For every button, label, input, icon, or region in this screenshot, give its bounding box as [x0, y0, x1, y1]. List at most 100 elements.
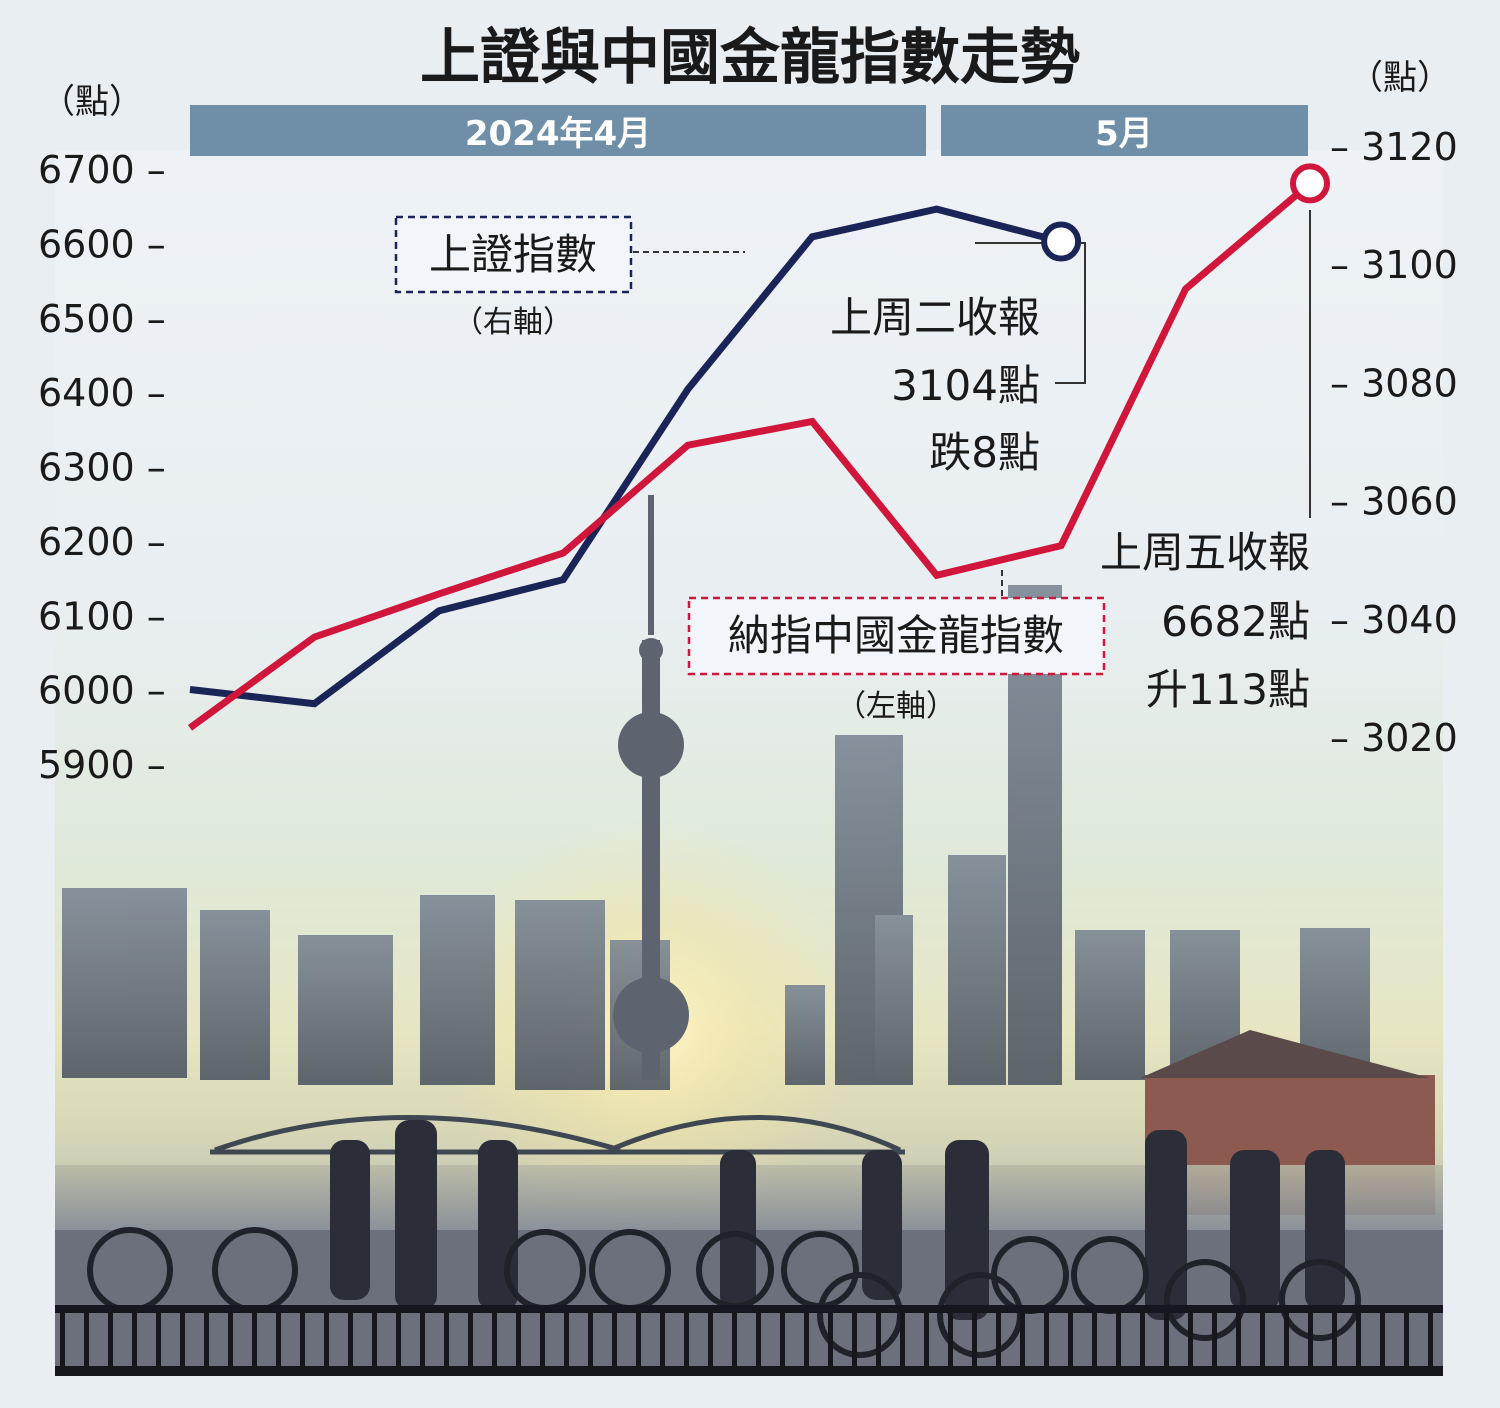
fence-post [900, 1313, 905, 1368]
right-tick-label: – 3120 [1330, 125, 1458, 169]
fence-post [1332, 1313, 1337, 1368]
legend-shanghai-axis: （右軸） [453, 305, 573, 340]
background-photo [55, 150, 1443, 1376]
period-label-april: 2024年4月 [465, 114, 651, 154]
fence-post [1044, 1313, 1049, 1368]
fence-post [732, 1313, 737, 1368]
annotation-dragon-line-2: 6682點 [1161, 597, 1310, 646]
fence-post [1236, 1313, 1241, 1368]
fence-post [468, 1313, 473, 1368]
left-axis-unit: （點） [41, 82, 143, 122]
left-tick-label: 6000 – [38, 669, 166, 713]
fence-post [492, 1313, 497, 1368]
annotation-dragon: 上周五收報 6682點 升113點 [1100, 528, 1310, 714]
bridge [210, 1115, 905, 1155]
left-tick-label: 6100 – [38, 594, 166, 638]
fence-post [1140, 1313, 1145, 1368]
annotation-shanghai-line-1: 上周二收報 [830, 293, 1040, 342]
right-tick-label: – 3060 [1330, 480, 1458, 524]
fence-post [972, 1313, 977, 1368]
series-end-marker-shanghai [1041, 221, 1082, 262]
series-line-dragon [187, 180, 1313, 731]
annotation-shanghai: 上周二收報 3104點 跌8點 [830, 293, 1040, 477]
fence-post [132, 1313, 137, 1368]
fence-post [300, 1313, 305, 1368]
left-tick-label: 6600 – [38, 222, 166, 266]
annotation-dragon-line-1: 上周五收報 [1100, 528, 1310, 577]
fence-post [228, 1313, 233, 1368]
fence-post [948, 1313, 953, 1368]
right-axis-ticks: – 3020 – 3040 – 3060 – 3080 – 3100 – 3120 [1330, 125, 1458, 760]
series-layer [187, 163, 1330, 731]
fence-post [156, 1313, 161, 1368]
fence-post [540, 1313, 545, 1368]
fence-post [684, 1313, 689, 1368]
fence-post [852, 1313, 857, 1368]
legend-shanghai-label: 上證指數 [429, 230, 597, 279]
fence-post [756, 1313, 761, 1368]
fence-post [348, 1313, 353, 1368]
fence-post [924, 1313, 929, 1368]
fence-post [180, 1313, 185, 1368]
legend-shanghai: 上證指數 （右軸） [394, 215, 633, 340]
left-tick-label: 6700 – [38, 148, 166, 192]
fence-post [204, 1313, 209, 1368]
chart-title: 上證與中國金龍指數走勢 [420, 23, 1080, 93]
fence-post [876, 1313, 881, 1368]
fence-post [1212, 1313, 1217, 1368]
fence-post [828, 1313, 833, 1368]
fence-post [60, 1313, 65, 1368]
fence-post [1020, 1313, 1025, 1368]
period-banner-april [190, 105, 926, 156]
fence-post [420, 1313, 425, 1368]
fence-post [1092, 1313, 1097, 1368]
fence-post [252, 1313, 257, 1368]
pearl-tower [613, 495, 689, 1080]
fence-post [84, 1313, 89, 1368]
period-banner-may [941, 105, 1308, 156]
left-tick-label: 6400 – [38, 371, 166, 415]
fence-post [1068, 1313, 1073, 1368]
left-tick-label: 6200 – [38, 520, 166, 564]
fence-post [324, 1313, 329, 1368]
left-tick-label: 6500 – [38, 297, 166, 341]
left-tick-label: 6300 – [38, 446, 166, 490]
shanghai-annotation-connector [975, 242, 1086, 384]
right-tick-label: – 3080 [1330, 361, 1458, 405]
fence-post [1164, 1313, 1169, 1368]
fence-post [444, 1313, 449, 1368]
legend-dragon: 納指中國金龍指數 （左軸） [687, 596, 1106, 724]
fence-post [588, 1313, 593, 1368]
legend-dragon-axis: （左軸） [836, 689, 956, 724]
series-line-shanghai [189, 205, 1062, 708]
right-axis-unit: （點） [1349, 58, 1451, 98]
fence-post [780, 1313, 785, 1368]
period-label-may: 5月 [1095, 114, 1153, 154]
fence-post [636, 1313, 641, 1368]
right-tick-label: – 3040 [1330, 598, 1458, 642]
fence-post [660, 1313, 665, 1368]
left-tick-label: 5900 – [38, 743, 166, 787]
fence-post [1260, 1313, 1265, 1368]
callout-connectors [633, 210, 1311, 598]
fence-post [1356, 1313, 1361, 1368]
annotation-dragon-line-3: 升113點 [1146, 665, 1310, 714]
fence-post [996, 1313, 1001, 1368]
legend-dragon-label: 納指中國金龍指數 [728, 611, 1064, 660]
series-end-marker-dragon [1290, 163, 1330, 204]
fence-post [1284, 1313, 1289, 1368]
right-tick-label: – 3020 [1330, 716, 1458, 760]
fence-post [516, 1313, 521, 1368]
annotation-shanghai-line-2: 3104點 [891, 361, 1040, 410]
fence-post [396, 1313, 401, 1368]
fence-post [708, 1313, 713, 1368]
fence-post [372, 1313, 377, 1368]
fence-post [1428, 1313, 1433, 1368]
fence-post [1116, 1313, 1121, 1368]
fence-post [612, 1313, 617, 1368]
fence-post [108, 1313, 113, 1368]
fence-post [804, 1313, 809, 1368]
fence-post [1188, 1313, 1193, 1368]
fence-post [1380, 1313, 1385, 1368]
